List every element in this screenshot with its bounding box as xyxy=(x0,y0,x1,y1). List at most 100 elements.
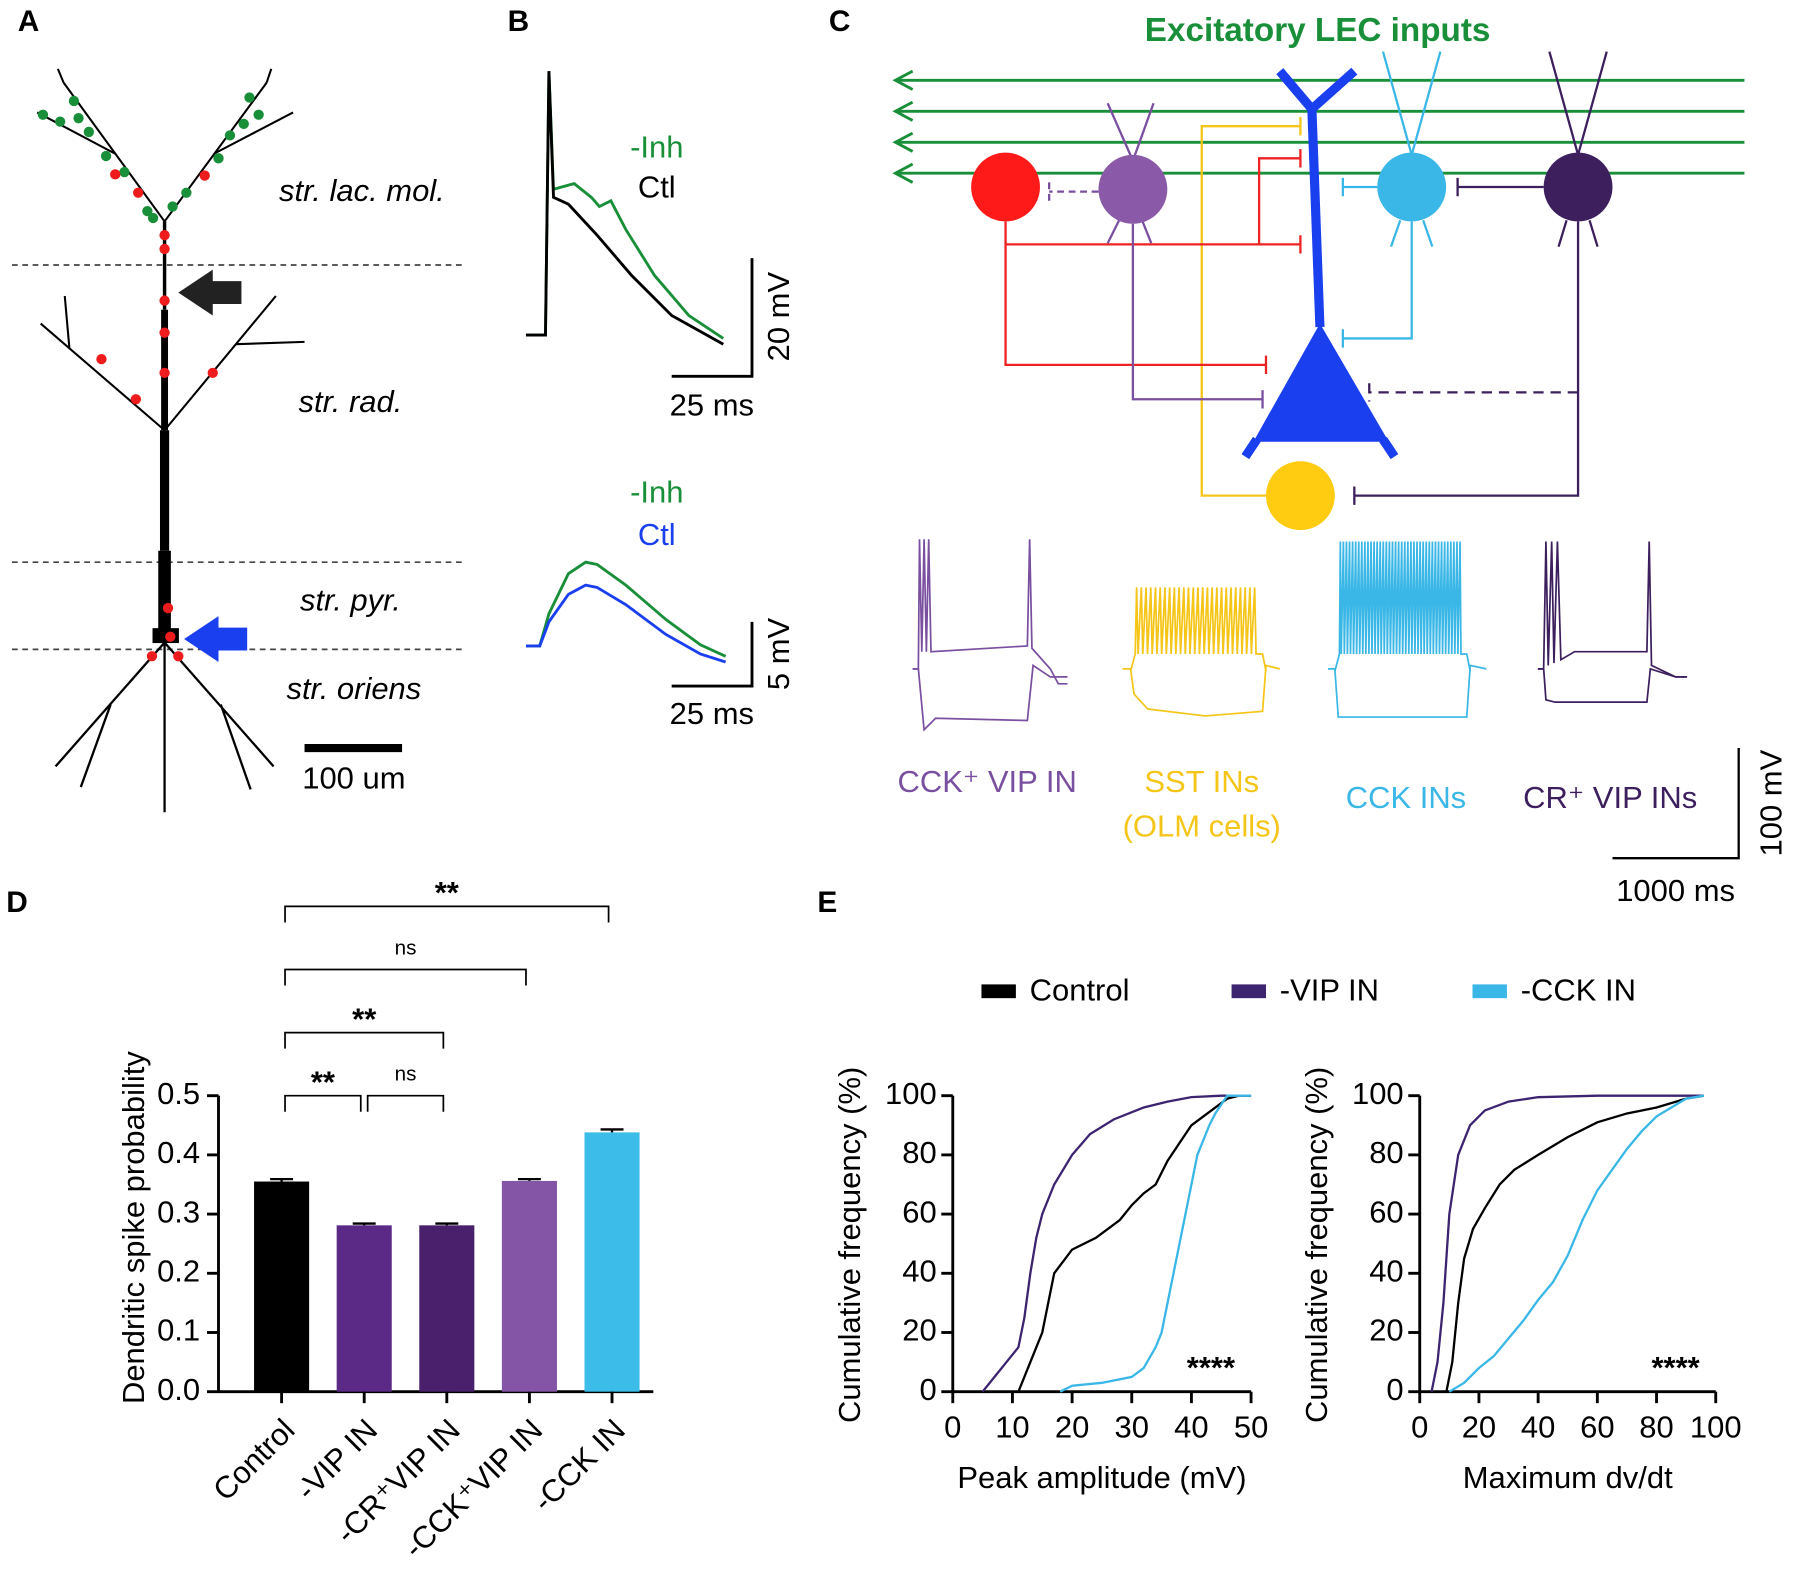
error-bar xyxy=(600,1128,624,1133)
x-tick-label: 100 xyxy=(1690,1410,1742,1445)
panel-label: D xyxy=(6,886,28,919)
hyperpol-trace xyxy=(1327,664,1487,718)
scale-label: 100 um xyxy=(302,760,405,795)
significance-label: **** xyxy=(1651,1350,1700,1385)
trace-legend: Ctl xyxy=(638,517,676,552)
x-tick-label: 80 xyxy=(1639,1410,1673,1445)
significance-bracket xyxy=(366,1094,445,1112)
bar xyxy=(336,1225,392,1392)
hyperpol-trace xyxy=(1537,667,1688,704)
bar xyxy=(254,1181,310,1392)
x-tick-label: 0 xyxy=(944,1410,961,1445)
scale-label: 100 mV xyxy=(1753,749,1788,856)
spike-trace xyxy=(1129,587,1267,672)
panel-label: B xyxy=(508,5,530,38)
x-axis-label: Maximum dv/dt xyxy=(1463,1460,1673,1495)
x-tick-label: 30 xyxy=(1115,1410,1149,1445)
x-tick-label: 10 xyxy=(995,1410,1029,1445)
significance-bracket xyxy=(284,968,527,986)
firing-traces xyxy=(912,539,1688,732)
scale-bar xyxy=(1612,748,1740,860)
x-tick-label: 40 xyxy=(1174,1410,1208,1445)
cell-label: CCK⁺ VIP IN xyxy=(898,764,1077,799)
y-tick-label: 60 xyxy=(902,1194,936,1229)
y-axis-label: Cumulative frequency (%) xyxy=(1299,1067,1334,1423)
y-tick-label: 0.3 xyxy=(157,1194,200,1229)
layer-label: str. lac. mol. xyxy=(279,173,445,208)
significance-label: ns xyxy=(395,1062,417,1085)
hyperpol-trace xyxy=(1122,664,1280,717)
cdf-line xyxy=(981,1094,1252,1393)
scale-label: 25 ms xyxy=(670,696,754,731)
y-tick-label: 40 xyxy=(1369,1253,1403,1288)
error-bar xyxy=(435,1222,459,1226)
significance-label: **** xyxy=(1187,1350,1236,1385)
bar xyxy=(501,1180,557,1392)
y-tick-label: 0.1 xyxy=(157,1313,200,1348)
legend-label: -CCK IN xyxy=(1521,973,1636,1008)
y-axis-label: Dendritic spike probability xyxy=(116,1051,151,1404)
cdf-line xyxy=(1017,1094,1252,1393)
significance-label: ** xyxy=(352,1001,377,1036)
y-tick-label: 0.0 xyxy=(157,1372,200,1407)
voltage-traces xyxy=(525,71,754,688)
y-axis-label: Cumulative frequency (%) xyxy=(832,1067,867,1423)
y-tick-label: 60 xyxy=(1369,1194,1403,1229)
hyperpol-trace xyxy=(912,663,1068,732)
y-tick-label: 100 xyxy=(1352,1076,1404,1111)
y-tick-label: 80 xyxy=(902,1135,936,1170)
y-tick-label: 0 xyxy=(919,1372,936,1407)
trace-legend: -Inh xyxy=(630,129,683,164)
arrow xyxy=(178,269,242,316)
y-tick-label: 0 xyxy=(1386,1372,1403,1407)
x-tick-label: 20 xyxy=(1055,1410,1089,1445)
layer-label: str. rad. xyxy=(299,384,403,419)
panel-label: A xyxy=(18,5,40,38)
layer-label: str. pyr. xyxy=(300,583,401,618)
significance-label: ns xyxy=(395,936,417,959)
panel-label: C xyxy=(829,5,851,38)
y-tick-label: 100 xyxy=(885,1076,937,1111)
layer-label: str. oriens xyxy=(286,671,421,706)
arrow xyxy=(184,616,248,663)
y-tick-label: 80 xyxy=(1369,1135,1403,1170)
panel-label: E xyxy=(817,886,837,919)
trace-legend: -Inh xyxy=(630,475,683,510)
legend-label: Control xyxy=(1030,973,1130,1008)
legend-label: -VIP IN xyxy=(1280,973,1379,1008)
x-tick-label: -CCK IN xyxy=(526,1412,632,1518)
x-tick-label: 0 xyxy=(1411,1410,1428,1445)
cdf-line xyxy=(1448,1094,1705,1393)
cdf-line xyxy=(1445,1094,1705,1392)
x-tick-label: 20 xyxy=(1462,1410,1496,1445)
spike-trace xyxy=(912,539,1068,685)
error-bar xyxy=(352,1222,376,1226)
legend-swatch xyxy=(1231,984,1266,999)
significance-label: ** xyxy=(311,1064,336,1099)
scale-label: 25 ms xyxy=(670,387,754,422)
legend-swatch xyxy=(1472,984,1507,999)
scale-label: 1000 ms xyxy=(1616,873,1735,908)
y-tick-label: 0.2 xyxy=(157,1253,200,1288)
y-tick-label: 20 xyxy=(1369,1313,1403,1348)
y-tick-label: 0.5 xyxy=(157,1076,200,1111)
x-tick-label: 60 xyxy=(1580,1410,1614,1445)
legend-swatch xyxy=(981,984,1016,999)
spike-trace xyxy=(1537,541,1688,678)
bar xyxy=(419,1225,475,1392)
circuit-title: Excitatory LEC inputs xyxy=(1145,12,1491,49)
significance-bracket xyxy=(284,1031,445,1049)
bar xyxy=(584,1132,640,1392)
cell-label: SST INs xyxy=(1144,764,1259,799)
x-tick-label: 50 xyxy=(1234,1410,1268,1445)
significance-bracket xyxy=(284,1094,362,1112)
x-tick-label: Control xyxy=(206,1412,301,1507)
error-bar xyxy=(270,1178,294,1182)
x-tick-label: 40 xyxy=(1521,1410,1555,1445)
cell-label: CCK INs xyxy=(1346,780,1466,815)
scale-label: 5 mV xyxy=(761,617,796,690)
spike-trace xyxy=(1334,541,1472,672)
scale-label: 20 mV xyxy=(761,272,796,362)
